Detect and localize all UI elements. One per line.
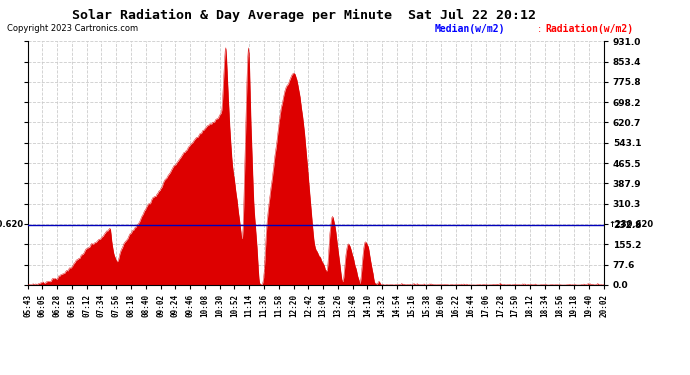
Text: :: :	[538, 24, 542, 34]
Text: Copyright 2023 Cartronics.com: Copyright 2023 Cartronics.com	[7, 24, 138, 33]
Text: Median(w/m2): Median(w/m2)	[435, 24, 505, 34]
Text: Radiation(w/m2): Radiation(w/m2)	[545, 24, 633, 34]
Text: ↑230.620: ↑230.620	[608, 220, 653, 229]
Text: ←230.620: ←230.620	[0, 220, 23, 229]
Text: Solar Radiation & Day Average per Minute  Sat Jul 22 20:12: Solar Radiation & Day Average per Minute…	[72, 9, 535, 22]
